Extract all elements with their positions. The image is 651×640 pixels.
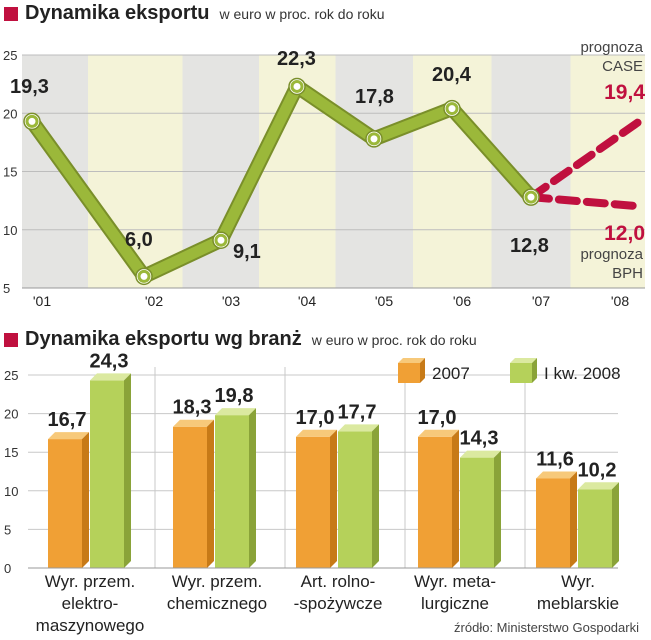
bar-value-label: 14,3 xyxy=(460,428,499,450)
bar-I-kw-2008 xyxy=(578,489,612,568)
bar-top-face xyxy=(296,430,337,437)
bar-2007 xyxy=(173,427,207,568)
line-chart-header: Dynamika eksportu w euro w proc. rok do … xyxy=(4,2,384,25)
bar-chart-subtitle: w euro w proc. rok do roku xyxy=(312,332,477,348)
y-tick-label: 10 xyxy=(4,484,18,499)
bar-top-face xyxy=(173,420,214,427)
bar-side-face xyxy=(330,430,337,568)
bar-value-label: 10,2 xyxy=(578,459,617,481)
bar-top-face xyxy=(460,451,501,458)
y-tick-label: 5 xyxy=(4,522,11,537)
bar-2007 xyxy=(296,437,330,568)
bar-2007 xyxy=(536,478,570,568)
legend-label: I kw. 2008 xyxy=(544,364,621,383)
bar-I-kw-2008 xyxy=(460,458,494,568)
bar-value-label: 19,8 xyxy=(215,385,254,407)
bar-chart-header: Dynamika eksportu wg branż w euro w proc… xyxy=(4,328,477,351)
bar-I-kw-2008 xyxy=(90,380,124,568)
bar-top-face xyxy=(578,482,619,489)
bar-value-label: 17,0 xyxy=(296,407,335,429)
bar-value-label: 18,3 xyxy=(173,397,212,419)
bar-top-face xyxy=(536,471,577,478)
bar-side-face xyxy=(494,451,501,568)
bar-side-face xyxy=(612,482,619,568)
bar-top-face xyxy=(90,373,131,380)
bar-top-face xyxy=(338,424,379,431)
legend-label: 2007 xyxy=(432,364,470,383)
line-chart-title: Dynamika eksportu xyxy=(25,2,210,25)
bar-value-label: 16,7 xyxy=(48,409,87,431)
bar-side-face xyxy=(124,373,131,568)
legend-swatch xyxy=(398,363,420,383)
bar-side-face xyxy=(207,420,214,568)
bar-top-face xyxy=(418,430,459,437)
bar-2007 xyxy=(48,439,82,568)
category-label: Wyr. xyxy=(561,572,595,591)
category-label: chemicznego xyxy=(167,594,267,613)
line-chart-subtitle: w euro w proc. rok do roku xyxy=(220,6,385,22)
legend-swatch xyxy=(510,363,532,383)
bar-top-face xyxy=(215,408,256,415)
y-tick-label: 0 xyxy=(4,561,11,576)
category-label: Art. rolno- xyxy=(301,572,376,591)
y-tick-label: 15 xyxy=(4,445,18,460)
bar-I-kw-2008 xyxy=(215,415,249,568)
category-label: elektro- xyxy=(62,594,119,613)
bar-top-face xyxy=(48,432,89,439)
category-label: Wyr. przem. xyxy=(45,572,136,591)
source-note: źródło: Ministerstwo Gospodarki xyxy=(454,620,639,635)
bar-2007 xyxy=(418,437,452,568)
bar-side-face xyxy=(452,430,459,568)
category-label: lurgiczne xyxy=(421,594,489,613)
category-label: maszynowego xyxy=(36,616,145,635)
y-tick-label: 20 xyxy=(4,407,18,422)
bar-value-label: 24,3 xyxy=(90,350,129,372)
bar-side-face xyxy=(570,471,577,568)
bar-value-label: 17,0 xyxy=(418,407,457,429)
category-label: meblarskie xyxy=(537,594,619,613)
title-marker-square xyxy=(4,7,18,21)
title-marker-square xyxy=(4,333,18,347)
bar-side-face xyxy=(372,424,379,568)
bar-value-label: 11,6 xyxy=(536,448,574,470)
bar-side-face xyxy=(82,432,89,568)
bar-value-label: 17,7 xyxy=(338,401,377,423)
category-label: -spożywcze xyxy=(294,594,383,613)
y-tick-label: 25 xyxy=(4,368,18,383)
category-label: Wyr. przem. xyxy=(172,572,263,591)
category-label: Wyr. meta- xyxy=(414,572,496,591)
bar-chart-title: Dynamika eksportu wg branż xyxy=(25,328,302,351)
bar-side-face xyxy=(249,408,256,568)
bar-I-kw-2008 xyxy=(338,431,372,568)
